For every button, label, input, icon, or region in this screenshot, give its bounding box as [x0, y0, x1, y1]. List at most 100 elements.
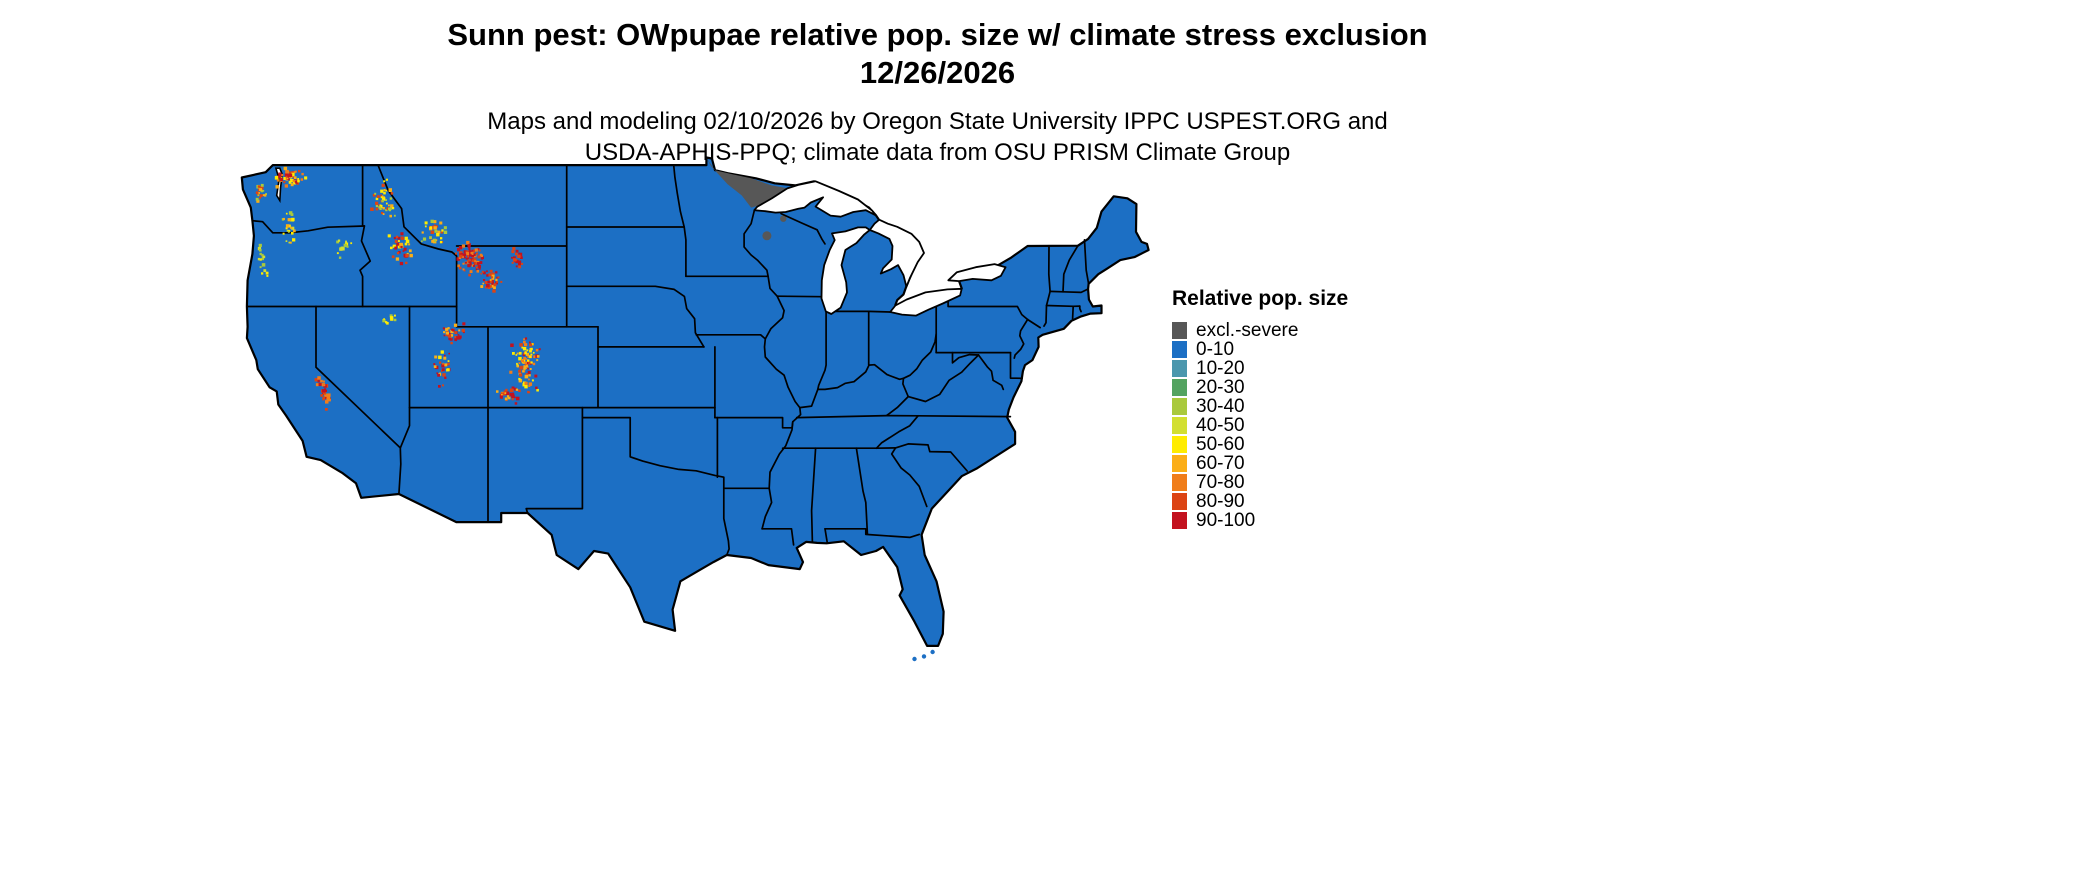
legend-label: 20-30 [1196, 377, 1245, 398]
hotspot-pixel [326, 397, 330, 401]
legend-label: 10-20 [1196, 358, 1245, 379]
legend-label: 50-60 [1196, 434, 1245, 455]
southwest-montana-hotspot [421, 219, 448, 244]
hotspot-pixel [474, 262, 477, 265]
legend: Relative pop. size excl.-severe 0-10 10-20… [1172, 287, 1348, 530]
hotspot-pixel [289, 171, 293, 175]
hotspot-pixel [429, 236, 432, 239]
hotspot-pixel [482, 282, 485, 285]
hotspot-pixel [454, 331, 458, 334]
hotspot-pixel [534, 374, 538, 378]
legend-swatch [1172, 493, 1187, 510]
hotspot-pixel [468, 244, 471, 246]
hotspot-pixel [516, 365, 519, 368]
hotspot-pixel [526, 349, 529, 352]
hotspot-pixel [530, 347, 533, 351]
hotspot-pixel [510, 388, 514, 392]
hotspot-pixel [473, 260, 476, 263]
hotspot-pixel [448, 337, 451, 341]
great-lake [753, 180, 877, 218]
hotspot-pixel [379, 205, 383, 208]
hotspot-pixel [524, 385, 528, 389]
hotspot-pixel [480, 254, 483, 257]
hotspot-pixel [257, 257, 261, 261]
hotspot-pixel [382, 197, 386, 201]
hotspot-pixel [382, 207, 385, 210]
hotspot-pixel [471, 264, 474, 267]
state-border [565, 285, 705, 348]
hotspot-pixel [383, 189, 386, 192]
hotspot-pixel [409, 253, 413, 258]
hotspot-pixel [391, 207, 395, 210]
hotspot-pixel [512, 392, 515, 395]
hotspot-pixel [264, 194, 267, 197]
hotspot-pixel [380, 195, 384, 199]
hotspot-pixel [424, 225, 427, 228]
hotspot-pixel [522, 370, 525, 373]
state-border [830, 310, 892, 313]
hotspot-pixel [496, 276, 499, 279]
hotspot-pixel [518, 351, 522, 355]
hotspot-pixel [433, 365, 437, 368]
hotspot-pixel [442, 373, 446, 377]
hotspot-pixel [301, 172, 304, 176]
hotspot-pixel [518, 252, 523, 257]
hotspot-pixel [486, 270, 488, 273]
hotspot-pixel [511, 386, 515, 390]
hotspot-pixel [524, 374, 529, 379]
hotspot-pixel [437, 230, 441, 234]
hotspot-pixel [442, 384, 444, 387]
hotspot-pixel [521, 262, 524, 265]
hotspot-pixel [291, 217, 295, 222]
hotspot-pixel [405, 261, 408, 265]
hotspot-pixel [525, 364, 529, 367]
hotspot-pixel [447, 334, 452, 338]
state-border [917, 414, 1012, 418]
hotspot-pixel [297, 178, 300, 180]
hotspot-pixel [321, 389, 326, 393]
hotspot-pixel [466, 240, 470, 245]
hotspot-pixel [480, 272, 483, 275]
state-border [399, 305, 411, 449]
hotspot-pixel [465, 250, 469, 254]
hotspot-pixel [495, 281, 498, 285]
hotspot-pixel [538, 348, 541, 351]
hotspot-pixel [261, 253, 264, 257]
uinta-wasatch-hotspot [442, 322, 466, 345]
legend-label: 30-40 [1196, 396, 1245, 417]
legend-swatch [1172, 436, 1187, 453]
hotspot-pixel [469, 259, 471, 262]
hotspot-pixel [528, 374, 531, 377]
hotspot-pixel [512, 352, 515, 355]
hotspot-pixel [322, 398, 325, 401]
hotspot-pixel [318, 382, 322, 386]
hotspot-pixel [381, 183, 385, 187]
hotspot-pixel [375, 201, 379, 205]
state-border [855, 447, 869, 535]
hotspot-pixel [439, 240, 443, 244]
hotspot-pixel [531, 379, 534, 382]
hotspot-pixel [459, 251, 463, 255]
hotspot-pixel [295, 180, 298, 184]
hotspot-pixel [527, 390, 530, 394]
hotspot-pixel [286, 174, 291, 178]
hotspot-pixel [327, 393, 331, 397]
hotspot-pixel [383, 191, 386, 195]
hotspot-pixel [473, 253, 476, 257]
hotspot-pixel [422, 237, 427, 241]
hotspot-pixel [421, 231, 424, 234]
state-border [1045, 304, 1081, 308]
legend-entry: 20-30 [1172, 378, 1348, 397]
hotspot-pixel [515, 265, 518, 268]
hotspot-pixel [536, 359, 539, 362]
state-border [1062, 244, 1079, 293]
hotspot-pixel [283, 181, 286, 184]
wind-river-range-hotspot [480, 269, 503, 293]
hotspot-pixel [523, 338, 525, 341]
hotspot-pixel [460, 253, 464, 256]
hotspot-pixel [372, 193, 376, 197]
hotspot-pixel [376, 195, 380, 198]
hotspot-pixel [515, 259, 518, 262]
hotspot-pixel [259, 258, 262, 261]
hotspot-pixel [529, 343, 533, 347]
